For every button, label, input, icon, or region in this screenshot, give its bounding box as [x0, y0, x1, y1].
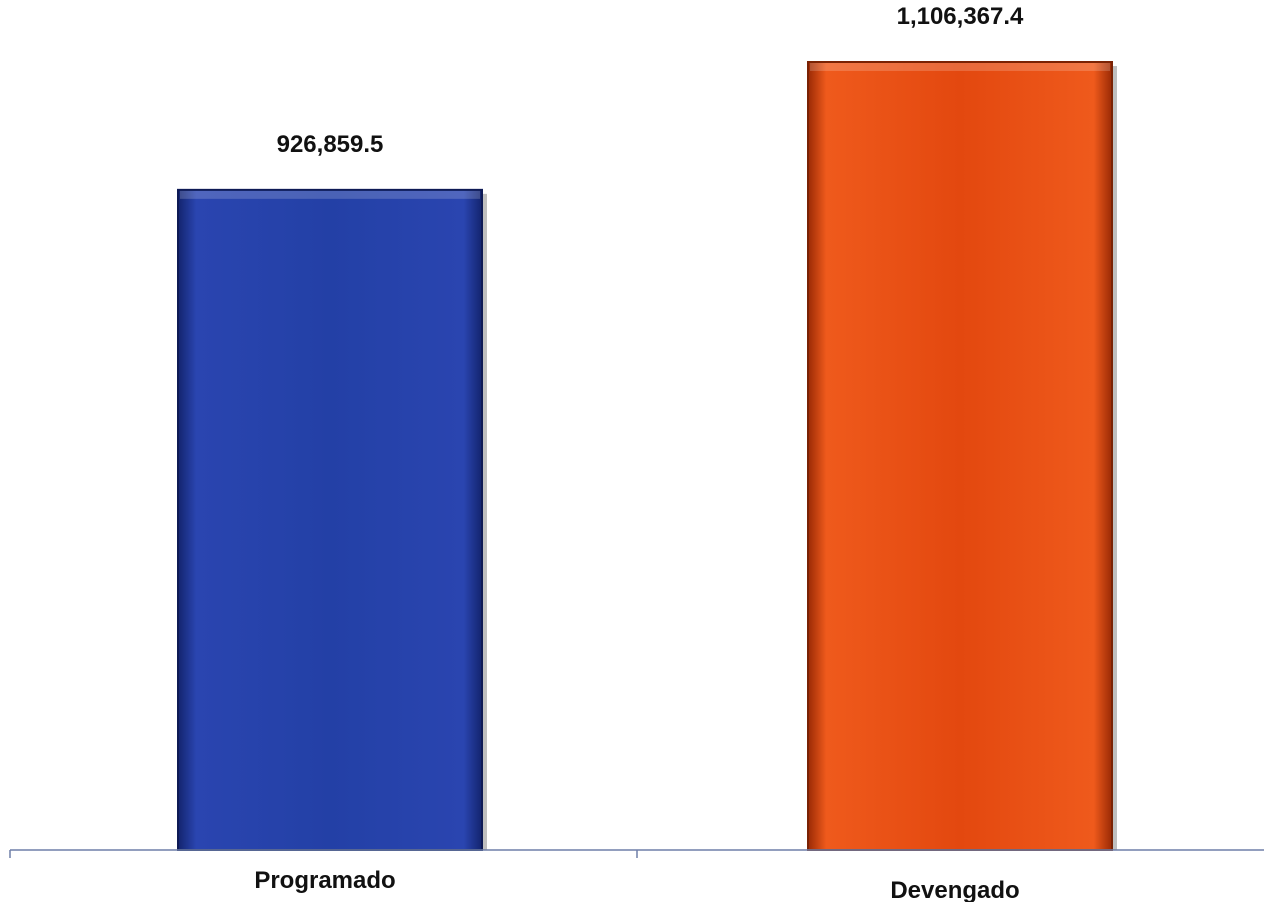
bar-bevel	[180, 190, 480, 199]
bar-devengado	[807, 61, 1113, 851]
bar-programado	[177, 188, 483, 851]
x-tick-label: Devengado	[890, 877, 1019, 902]
data-label: 1,106,367.4	[897, 3, 1024, 30]
labels-group: 926,859.5 Programado 1,106,367.4 Devengado	[254, 3, 1024, 902]
x-tick-label: Programado	[254, 867, 395, 894]
data-label: 926,859.5	[277, 131, 384, 158]
bar-bevel	[810, 63, 1110, 71]
bars-group	[177, 61, 1117, 851]
